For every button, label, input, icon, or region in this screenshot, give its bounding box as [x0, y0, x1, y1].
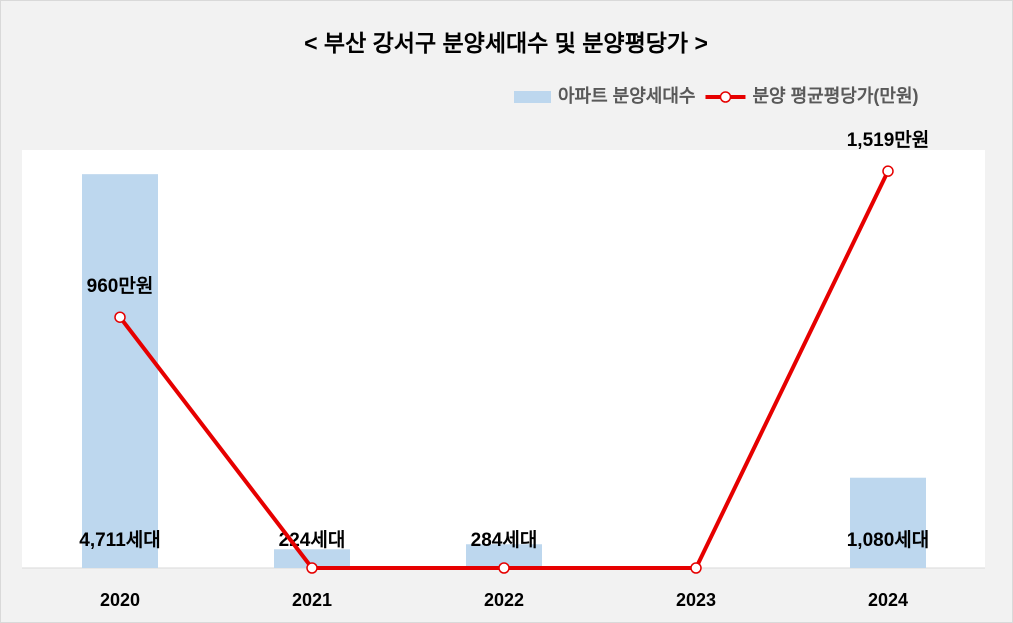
line-marker [882, 165, 894, 177]
legend-marker [719, 91, 732, 103]
plot-area [22, 150, 985, 568]
x-tick-label: 2022 [484, 590, 524, 610]
legend-label: 분양 평균평당가(만원) [752, 86, 918, 106]
x-tick-label: 2020 [100, 590, 140, 610]
x-tick-label: 2021 [292, 590, 332, 610]
bar [274, 549, 350, 568]
bar-value-label: 1,080세대 [847, 529, 930, 551]
line-value-label: 960만원 [87, 275, 154, 297]
bar [850, 477, 926, 568]
bar-value-label: 284세대 [471, 529, 538, 551]
legend-swatch [514, 91, 551, 103]
x-tick-label: 2023 [676, 590, 716, 610]
line-marker [306, 562, 318, 574]
x-tick-label: 2024 [868, 590, 908, 610]
legend-label: 아파트 분양세대수 [558, 86, 695, 106]
line-marker [498, 562, 510, 574]
bar-value-label: 4,711세대 [79, 529, 160, 551]
bar [466, 544, 542, 568]
line-marker [690, 562, 702, 574]
line-value-label: 1,519만원 [847, 129, 930, 151]
bar [82, 174, 158, 568]
line-marker [114, 311, 126, 323]
chart-title: < 부산 강서구 분양세대수 및 분양평당가 > [304, 30, 708, 56]
